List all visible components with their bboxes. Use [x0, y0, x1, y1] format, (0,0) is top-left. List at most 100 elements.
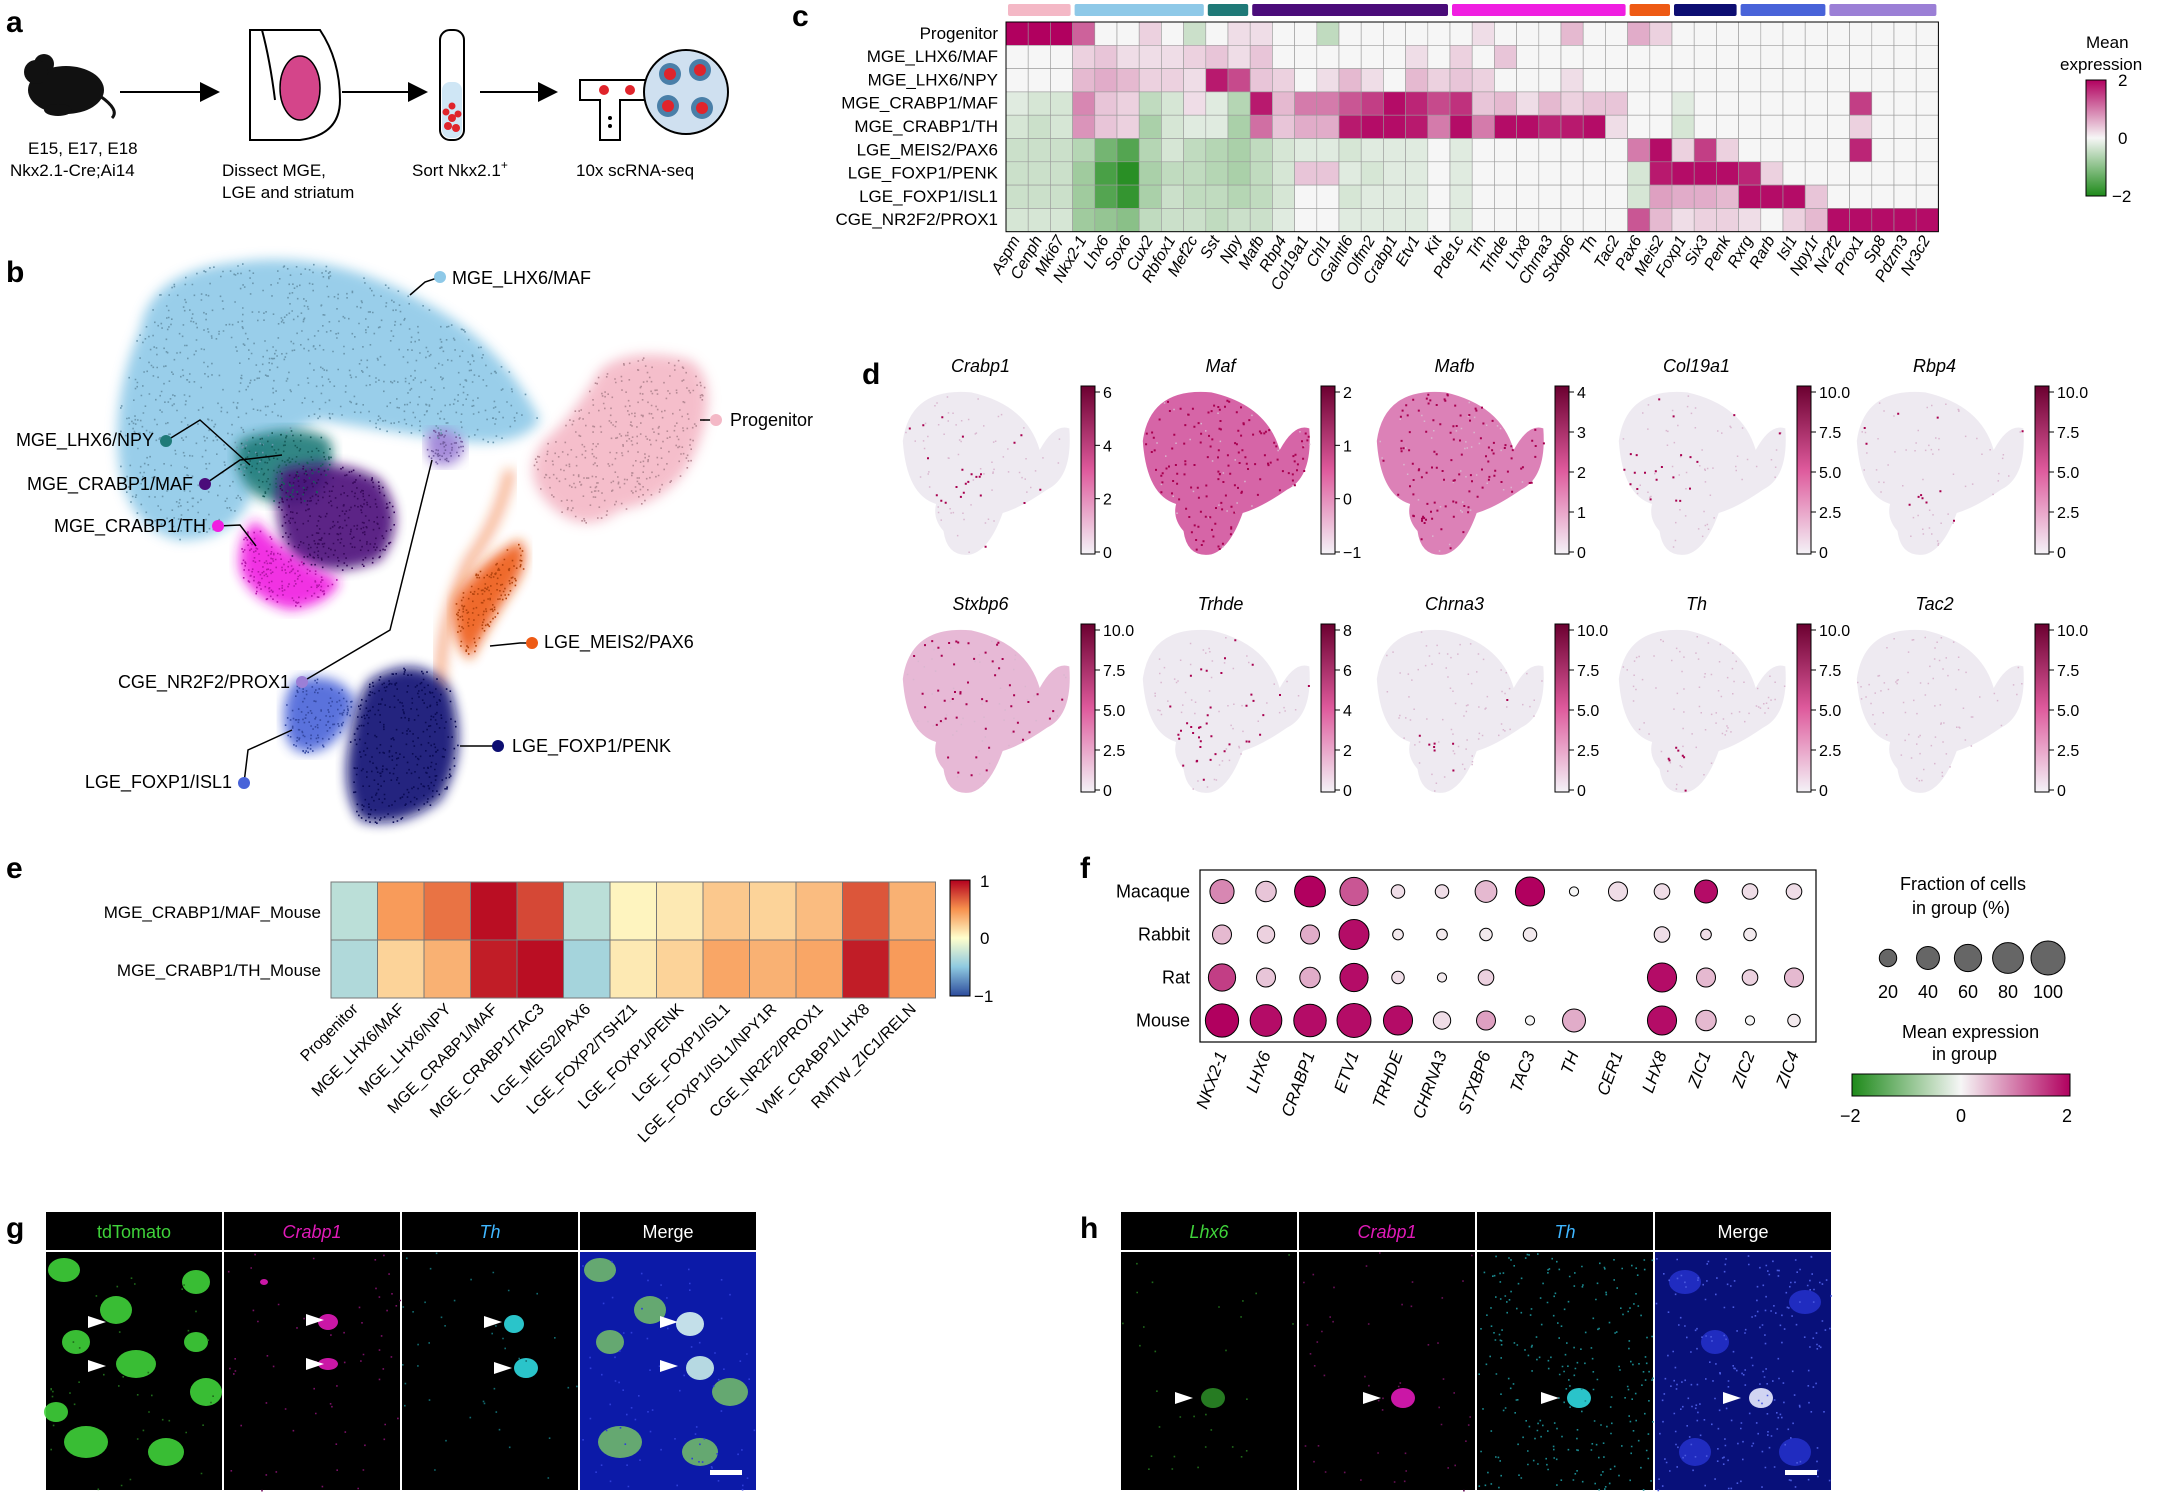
heatmap-c-cell: [1827, 91, 1850, 116]
umap-cluster-mge-crabp1-maf: [277, 464, 395, 570]
feature-colorbar-label: 5.0: [2057, 703, 2079, 720]
heatmap-c-cell: [1627, 91, 1651, 116]
colorbar-e-tick-max: 1: [980, 872, 989, 891]
feature-colorbar-label: 2.5: [1103, 743, 1125, 760]
feature-colorbar-label: 4: [1103, 438, 1112, 455]
heatmap-c-cell: [1427, 44, 1451, 69]
panel-h: h Lhx6 Crabp1 Th Merge: [1080, 1212, 1832, 1492]
heatmap-e-cell: [795, 881, 843, 941]
heatmap-c-cell: [1893, 114, 1917, 139]
heatmap-c-cell: [1471, 21, 1495, 46]
feature-colorbar-label: −1: [1343, 545, 1361, 562]
dot-plot-gene-label: TRHDE: [1369, 1048, 1407, 1110]
heatmap-c-cell: [1760, 161, 1784, 186]
heatmap-c-cell: [1249, 161, 1273, 186]
heatmap-c-cell: [1915, 91, 1939, 116]
feature-colorbar-label: 7.5: [1819, 425, 1841, 442]
heatmap-c-cell: [1671, 91, 1695, 116]
dot-plot-dot: [1476, 1010, 1496, 1031]
feature-colorbar-label: 2.5: [2057, 505, 2079, 522]
dot-plot-row-label: Rat: [1162, 968, 1190, 988]
feature-plot-trhde: Trhde 8 6 4 2 0: [1142, 594, 1352, 800]
color-legend-title-2: in group: [1932, 1044, 1997, 1064]
dot-plot-dot: [1695, 1009, 1717, 1032]
umap-label-dot-lge-foxp1-isl1: [238, 777, 250, 789]
micrograph-image: [1121, 1252, 1297, 1490]
feature-colorbar-label: 10.0: [1103, 623, 1134, 640]
heatmap-c-cell: [1782, 44, 1806, 69]
dot-plot-dot: [1562, 1008, 1586, 1033]
feature-colorbar-label: 10.0: [1819, 385, 1850, 402]
arrowhead-icon: [88, 1360, 106, 1372]
heatmap-e-cell: [749, 881, 797, 941]
legend-c-title-1: Mean: [2086, 33, 2129, 52]
feature-plot-title: Maf: [1205, 356, 1237, 376]
heatmap-c-cell: [1516, 21, 1540, 46]
heatmap-c-cell: [1360, 68, 1384, 93]
heatmap-c-cell: [1427, 114, 1451, 139]
heatmap-c-cell: [1161, 21, 1184, 46]
micrograph-title: Th: [1554, 1222, 1575, 1242]
heatmap-c-cell: [1538, 68, 1562, 93]
heatmap-c-cell: [1183, 44, 1207, 69]
heatmap-e-cell: [888, 939, 936, 999]
heatmap-c-cell: [1760, 138, 1784, 163]
heatmap-c-cell: [1605, 114, 1628, 139]
dot-plot-dot: [1256, 925, 1276, 944]
heatmap-c-cell: [1116, 161, 1140, 186]
heatmap-c-cell: [1693, 114, 1717, 139]
heatmap-c-cell: [1494, 21, 1517, 46]
dot-plot-dot: [1207, 963, 1237, 992]
dot-plot-dot: [1436, 928, 1448, 941]
micrograph-cell: [584, 1258, 616, 1282]
umap-label-dot-mge-crabp1-th: [212, 520, 224, 532]
heatmap-c-cell: [1138, 184, 1162, 209]
heatmap-c-cell: [1538, 184, 1562, 209]
micrograph-cell: [1789, 1290, 1821, 1314]
heatmap-c-cell: [1383, 68, 1406, 93]
heatmap-c-cell: [1316, 21, 1340, 46]
arrowhead-icon: [88, 1316, 106, 1328]
heatmap-c-cell: [1072, 208, 1096, 232]
feature-colorbar-label: 1: [1343, 438, 1352, 455]
legend-c-title-2: expression: [2060, 55, 2142, 74]
sort-caption: Sort Nkx2.1+: [412, 158, 508, 180]
heatmap-c-cell: [1005, 161, 1029, 186]
heatmap-c-cell: [1205, 114, 1229, 139]
feature-colorbar-label: 2.5: [2057, 743, 2079, 760]
heatmap-c-cell: [1693, 68, 1717, 93]
heatmap-c-cell: [1383, 114, 1406, 139]
brain-section-icon: [249, 29, 342, 141]
heatmap-c-cell: [1360, 44, 1384, 69]
dot-plot-dot: [1653, 926, 1671, 943]
heatmap-c-cell: [1494, 44, 1517, 69]
heatmap-e-cell: [516, 881, 564, 941]
panel-g: g tdTomato Crabp1 Th Merge: [6, 1212, 756, 1492]
umap-label-mge-crabp1-th: MGE_CRABP1/TH: [54, 516, 206, 537]
heatmap-c-cell: [1183, 21, 1207, 46]
heatmap-c-cell: [1005, 138, 1029, 163]
dot-plot-dot: [1436, 972, 1448, 983]
heatmap-c-cell: [1738, 21, 1762, 46]
heatmap-c-cell: [1671, 68, 1695, 93]
size-legend-title-2: in group (%): [1912, 898, 2010, 918]
heatmap-c-cell: [1116, 208, 1140, 232]
heatmap-e-cell: [377, 939, 425, 999]
heatmap-c-cell: [1360, 138, 1384, 163]
micrograph-title: Th: [479, 1222, 500, 1242]
heatmap-c-cell: [1560, 184, 1584, 209]
heatmap-c-cell: [1893, 21, 1917, 46]
umap-cluster-mge-crabp1-th: [239, 520, 340, 610]
heatmap-c-cell: [1760, 184, 1784, 209]
heatmap-c-cell: [1183, 161, 1207, 186]
micrograph-cell: [676, 1312, 704, 1336]
umap-label-progenitor: Progenitor: [730, 410, 813, 430]
scale-bar: [710, 1470, 742, 1475]
heatmap-c-cell: [1582, 208, 1606, 232]
heatmap-c-cell: [1605, 208, 1628, 232]
heatmap-c-cell: [1471, 138, 1495, 163]
heatmap-c-cell: [1161, 208, 1184, 232]
heatmap-c-cell: [1804, 91, 1828, 116]
heatmap-c-cell: [1804, 21, 1828, 46]
heatmap-c-cell: [1716, 114, 1739, 139]
